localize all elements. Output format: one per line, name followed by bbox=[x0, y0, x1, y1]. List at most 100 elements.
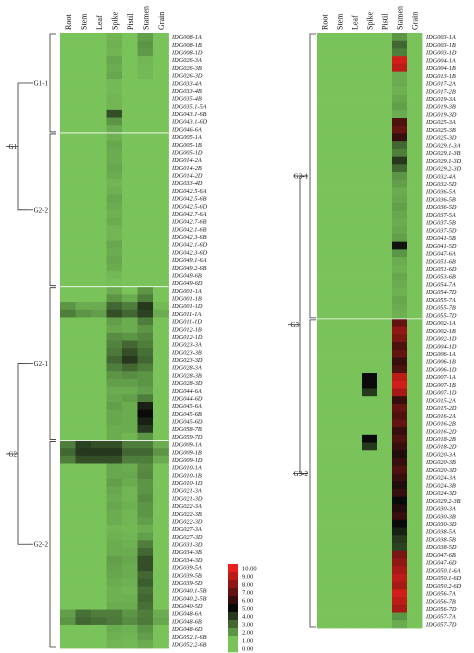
heatmap-cell bbox=[106, 271, 123, 280]
heatmap-cell bbox=[60, 117, 76, 126]
row-label: IDG050.2-6D bbox=[425, 583, 462, 590]
heatmap-cell bbox=[137, 448, 154, 457]
heatmap-cell bbox=[407, 133, 423, 142]
heatmap-cell bbox=[153, 478, 169, 487]
heatmap-cell bbox=[377, 110, 393, 119]
heatmap-cell bbox=[91, 302, 107, 311]
heatmap-cell bbox=[122, 501, 138, 511]
heatmap-cell bbox=[362, 125, 378, 134]
heatmap-cell bbox=[407, 156, 423, 165]
row-label: IDG031-3D bbox=[171, 542, 203, 549]
heatmap-cell bbox=[137, 94, 154, 103]
heatmap-cell bbox=[106, 232, 123, 241]
heatmap-cell bbox=[137, 202, 154, 211]
heatmap-cell bbox=[106, 140, 123, 149]
heatmap-cell bbox=[317, 512, 333, 521]
heatmap-cell bbox=[137, 186, 154, 195]
heatmap-cell bbox=[392, 172, 408, 181]
heatmap-cell bbox=[137, 371, 154, 380]
heatmap-cell bbox=[137, 409, 154, 418]
heatmap-cell bbox=[122, 263, 138, 272]
row-label: IDG054-7A bbox=[425, 281, 456, 288]
heatmap-cell bbox=[75, 402, 92, 411]
heatmap-cell bbox=[362, 272, 378, 281]
heatmap-cell bbox=[153, 71, 169, 80]
heatmap-cell bbox=[91, 509, 107, 518]
heatmap-cell bbox=[75, 309, 92, 318]
heatmap-cell bbox=[91, 394, 107, 403]
heatmap-cell bbox=[91, 163, 107, 172]
heatmap-cell bbox=[60, 294, 76, 303]
heatmap-cell bbox=[106, 448, 123, 457]
heatmap-cell bbox=[122, 109, 138, 118]
heatmap-cell bbox=[347, 581, 363, 590]
heatmap-cell bbox=[347, 342, 363, 351]
row-label: IDG036-5A bbox=[425, 189, 456, 196]
heatmap-cell bbox=[362, 488, 378, 498]
heatmap-cell bbox=[392, 573, 408, 583]
heatmap-cell bbox=[392, 33, 408, 42]
heatmap-cell bbox=[407, 56, 423, 65]
heatmap-cell bbox=[332, 573, 348, 583]
heatmap-cell bbox=[137, 486, 154, 495]
row-label: IDG050.1-6D bbox=[425, 575, 462, 582]
heatmap-cell bbox=[377, 349, 393, 358]
row-label: IDG048-6D bbox=[171, 626, 203, 633]
heatmap-cell bbox=[377, 203, 393, 212]
heatmap-cell bbox=[122, 624, 138, 634]
heatmap-cell bbox=[317, 450, 333, 459]
heatmap-cell bbox=[91, 109, 107, 118]
heatmap-cell bbox=[377, 63, 393, 73]
heatmap-cell bbox=[106, 302, 123, 311]
heatmap-cell bbox=[137, 217, 154, 226]
row-label: IDG056-7B bbox=[425, 598, 456, 605]
heatmap-cell bbox=[347, 210, 363, 219]
heatmap-cell bbox=[377, 612, 393, 621]
heatmap-cell bbox=[60, 471, 76, 480]
heatmap-cell bbox=[347, 481, 363, 490]
heatmap-cell bbox=[122, 63, 138, 72]
heatmap-cell bbox=[153, 548, 169, 557]
heatmap-cell bbox=[347, 195, 363, 204]
heatmap-cell bbox=[153, 371, 169, 380]
heatmap-cell bbox=[377, 442, 393, 451]
heatmap-cell bbox=[122, 525, 138, 534]
heatmap-cell bbox=[392, 318, 408, 328]
heatmap-cell bbox=[332, 326, 348, 335]
group-label: G3-1 bbox=[294, 172, 309, 180]
heatmap-cell bbox=[91, 478, 107, 487]
heatmap-cell bbox=[137, 609, 154, 618]
heatmap-cell bbox=[317, 604, 333, 613]
heatmap-cell bbox=[362, 156, 378, 165]
heatmap-cell bbox=[122, 463, 138, 472]
heatmap-cell bbox=[106, 125, 123, 134]
heatmap-cell bbox=[332, 241, 348, 250]
heatmap-cell bbox=[153, 156, 169, 165]
row-label: IDG008-1D bbox=[171, 50, 203, 57]
heatmap-cell bbox=[392, 94, 408, 103]
row-label: IDG044-6D bbox=[171, 395, 203, 402]
heatmap-cell bbox=[153, 232, 169, 241]
heatmap-cell bbox=[362, 589, 378, 598]
legend-swatch bbox=[228, 636, 238, 645]
heatmap-cell bbox=[407, 465, 423, 474]
row-label: IDG033-4B bbox=[171, 88, 202, 95]
heatmap-cell bbox=[137, 86, 154, 95]
heatmap-cell bbox=[332, 419, 348, 428]
heatmap-cell bbox=[317, 148, 333, 158]
heatmap-cell bbox=[377, 148, 393, 158]
heatmap-cell bbox=[332, 589, 348, 598]
heatmap-cell bbox=[407, 342, 423, 351]
row-label: IDG026-3D bbox=[171, 73, 203, 80]
heatmap-cell bbox=[407, 241, 423, 250]
heatmap-cell bbox=[332, 396, 348, 405]
heatmap-cell bbox=[137, 632, 154, 641]
heatmap-cell bbox=[407, 79, 423, 88]
heatmap-cell bbox=[407, 512, 423, 521]
heatmap-cell bbox=[347, 226, 363, 235]
heatmap-cell bbox=[75, 40, 92, 49]
heatmap-cell bbox=[317, 79, 333, 88]
heatmap-cell bbox=[153, 471, 169, 480]
heatmap-cell bbox=[362, 118, 378, 127]
